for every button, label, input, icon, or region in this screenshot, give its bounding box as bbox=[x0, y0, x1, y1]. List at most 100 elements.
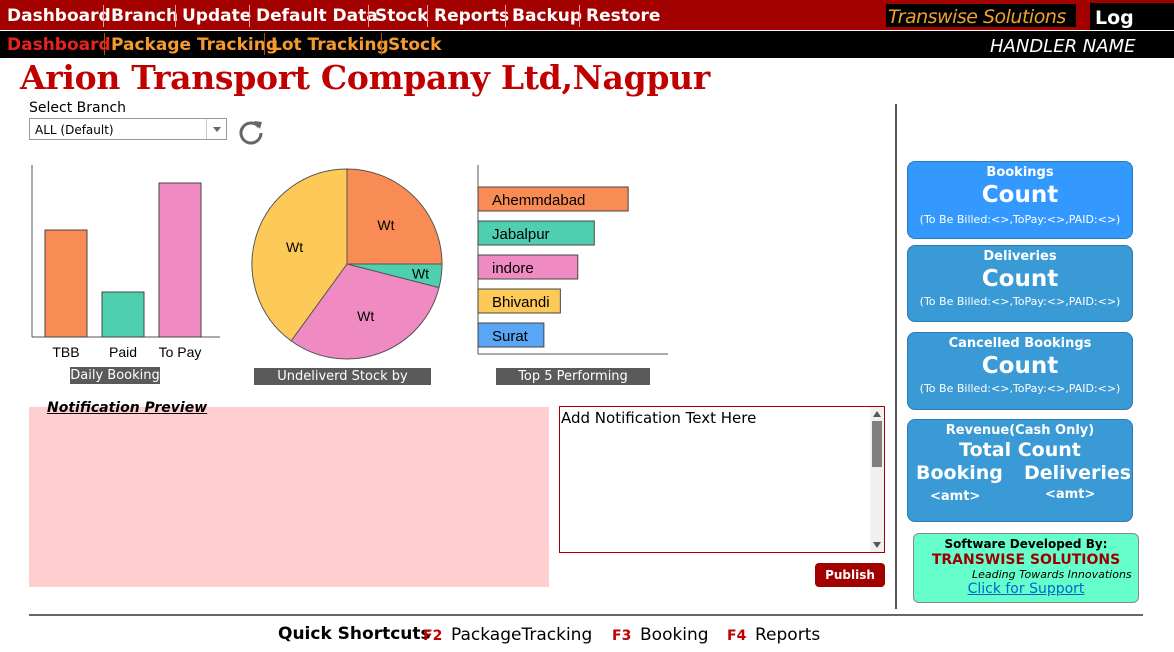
footer-divider bbox=[29, 614, 1143, 616]
bar bbox=[101, 291, 145, 338]
shortcut-reports[interactable]: Reports bbox=[755, 625, 821, 645]
company-title: Arion Transport Company Ltd,Nagpur bbox=[20, 58, 710, 97]
branch-select-value: ALL (Default) bbox=[35, 123, 114, 137]
sub-nav-bar bbox=[0, 31, 1174, 58]
subnav-package-tracking[interactable]: Package Tracking bbox=[111, 35, 279, 55]
developer-box: Software Developed By: TRANSWISE SOLUTIO… bbox=[913, 533, 1139, 603]
nav-separator bbox=[579, 5, 580, 27]
subnav-lot-tracking[interactable]: Lot Tracking bbox=[271, 35, 389, 55]
nav-reports[interactable]: Reports bbox=[434, 6, 510, 26]
bar bbox=[477, 288, 561, 314]
nav-separator bbox=[103, 5, 104, 27]
bar bbox=[477, 186, 629, 212]
nav-separator bbox=[505, 5, 506, 27]
handler-name: HANDLER NAME bbox=[990, 36, 1136, 57]
nav-default-data[interactable]: Default Data bbox=[256, 6, 378, 26]
select-branch-label: Select Branch bbox=[29, 100, 127, 116]
brand-box bbox=[886, 4, 1076, 27]
panel-divider bbox=[895, 104, 897, 609]
nav-update[interactable]: Update bbox=[182, 6, 252, 26]
bar-label: Paid bbox=[109, 344, 137, 360]
top-branches-chart: Ahemmdabad Jabalpur indore Bhivandi Surat bbox=[477, 165, 668, 355]
card-title: Cancelled Bookings bbox=[948, 336, 1092, 351]
undelivered-stock-pie: Wt Wt Wt Wt bbox=[251, 168, 443, 360]
bar-label: indore bbox=[492, 260, 534, 277]
shortcut-package-tracking[interactable]: PackageTracking bbox=[451, 625, 593, 645]
card-count: Count bbox=[981, 353, 1059, 379]
shortcut-booking[interactable]: Booking bbox=[640, 625, 709, 645]
notification-input[interactable] bbox=[559, 406, 885, 553]
bar-label: Jabalpur bbox=[492, 226, 550, 243]
notification-preview-box bbox=[29, 407, 549, 587]
nav-separator bbox=[368, 5, 369, 27]
bar-label: To Pay bbox=[159, 344, 202, 360]
subnav-separator bbox=[381, 33, 382, 55]
quick-shortcuts-label: Quick Shortcuts bbox=[278, 624, 431, 644]
deliveries-card[interactable]: Deliveries Count (To Be Billed:<>,ToPay:… bbox=[907, 245, 1133, 322]
logout-box bbox=[1090, 3, 1174, 30]
developer-tagline: Leading Towards Innovations bbox=[972, 568, 1132, 581]
nav-branch[interactable]: Branch bbox=[111, 6, 179, 26]
bar-label: Ahemmdabad bbox=[492, 192, 585, 209]
card-sub: (To Be Billed:<>,ToPay:<>,PAID:<>) bbox=[919, 382, 1121, 395]
nav-separator bbox=[249, 5, 250, 27]
pie-label: Wt bbox=[377, 217, 394, 233]
daily-booking-chart: TBB Paid To Pay bbox=[31, 165, 220, 360]
card-title: Deliveries bbox=[983, 249, 1057, 264]
revenue-deliveries-amount: <amt> bbox=[1045, 487, 1096, 502]
scrollbar-thumb[interactable] bbox=[872, 421, 882, 467]
developer-name: TRANSWISE SOLUTIONS bbox=[931, 552, 1121, 568]
revenue-booking-label: Booking bbox=[916, 462, 1003, 484]
subnav-dashboard[interactable]: Dashboard bbox=[7, 35, 111, 55]
pie-slice bbox=[251, 168, 348, 342]
revenue-booking-amount: <amt> bbox=[930, 489, 981, 504]
chart-title-undelivered-stock: Undeliverd Stock by Stations bbox=[254, 368, 431, 401]
shortcut-key-f4: F4 bbox=[727, 628, 747, 644]
nav-restore[interactable]: Restore bbox=[586, 6, 661, 26]
brand-name: Transwise Solutions bbox=[888, 6, 1066, 28]
cancelled-bookings-card[interactable]: Cancelled Bookings Count (To Be Billed:<… bbox=[907, 332, 1133, 410]
branch-select[interactable] bbox=[29, 118, 227, 140]
pie-label: Wt bbox=[412, 265, 429, 281]
subnav-separator bbox=[264, 33, 265, 55]
chart-title-top-branches: Top 5 Performing branch bbox=[496, 368, 650, 401]
bookings-card[interactable]: Bookings Count (To Be Billed:<>,ToPay:<>… bbox=[907, 161, 1133, 239]
card-count: Count bbox=[981, 266, 1059, 292]
pie-slice bbox=[346, 168, 443, 265]
nav-backup[interactable]: Backup bbox=[512, 6, 583, 26]
developer-label: Software Developed By: bbox=[944, 537, 1108, 551]
chevron-down-icon[interactable] bbox=[206, 119, 227, 139]
bar bbox=[477, 322, 545, 348]
nav-separator bbox=[427, 5, 428, 27]
nav-dashboard[interactable]: Dashboard bbox=[7, 6, 111, 26]
bar bbox=[477, 220, 595, 246]
card-sub: (To Be Billed:<>,ToPay:<>,PAID:<>) bbox=[919, 213, 1121, 226]
support-link[interactable]: Click for Support bbox=[967, 581, 1085, 597]
revenue-deliveries-label: Deliveries bbox=[1024, 462, 1132, 484]
bar-label: Surat bbox=[492, 328, 529, 345]
notification-preview-label: Notification Preview bbox=[47, 400, 208, 416]
subnav-separator bbox=[104, 33, 105, 55]
bar bbox=[477, 254, 579, 280]
revenue-total: Total Count bbox=[959, 439, 1081, 461]
notification-input-text: Add Notification Text Here bbox=[561, 409, 757, 427]
pie-label: Wt bbox=[357, 308, 374, 324]
revenue-card[interactable]: Revenue(Cash Only) Total Count Booking D… bbox=[907, 419, 1133, 522]
shortcut-key-f3: F3 bbox=[612, 628, 632, 644]
refresh-icon[interactable] bbox=[237, 117, 265, 145]
bar-label: TBB bbox=[52, 344, 79, 360]
bar-label: Bhivandi bbox=[492, 294, 550, 311]
nav-stock[interactable]: Stock bbox=[375, 6, 429, 26]
nav-separator bbox=[175, 5, 176, 27]
bar bbox=[44, 229, 88, 338]
card-count: Count bbox=[981, 182, 1059, 208]
subnav-stock[interactable]: Stock bbox=[388, 35, 442, 55]
pie-label: Wt bbox=[286, 239, 303, 255]
card-title: Bookings bbox=[986, 165, 1054, 180]
shortcut-key-f2: F2 bbox=[423, 628, 443, 644]
bar bbox=[158, 182, 202, 338]
pie-slice bbox=[290, 263, 440, 360]
chart-title-daily-booking: Daily Booking bbox=[70, 367, 160, 384]
publish-button[interactable]: Publish bbox=[815, 563, 885, 587]
card-sub: (To Be Billed:<>,ToPay:<>,PAID:<>) bbox=[919, 295, 1121, 308]
